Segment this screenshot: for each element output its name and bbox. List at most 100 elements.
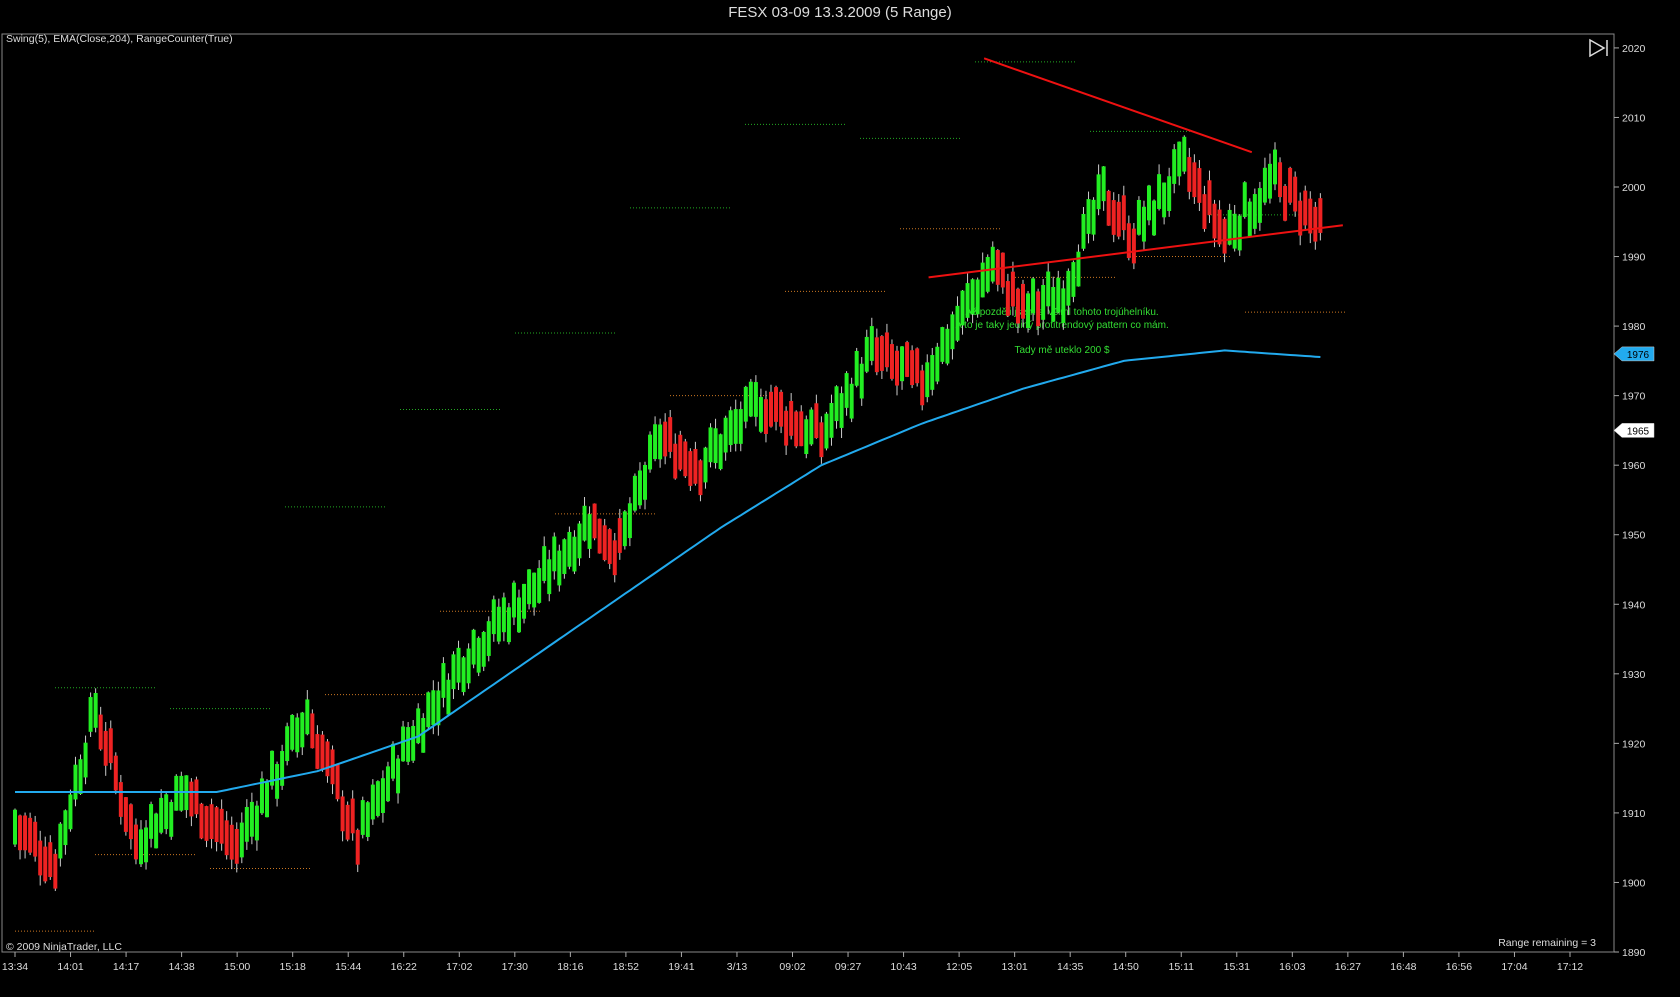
candle-up bbox=[839, 393, 844, 428]
candle-up bbox=[501, 597, 506, 633]
candle-down bbox=[38, 840, 43, 876]
candle-up bbox=[1031, 278, 1036, 314]
candle-up bbox=[88, 697, 93, 732]
x-tick-label: 19:41 bbox=[668, 961, 694, 973]
candle-up bbox=[945, 328, 950, 364]
candle-down bbox=[1288, 167, 1293, 203]
candle-down bbox=[597, 518, 602, 554]
candle-up bbox=[481, 631, 486, 667]
candle-up bbox=[1167, 176, 1172, 212]
candle-down bbox=[1278, 162, 1283, 198]
candle-up bbox=[960, 290, 965, 326]
candle-up bbox=[401, 726, 406, 762]
candle-up bbox=[869, 326, 874, 361]
candle-up bbox=[290, 714, 295, 750]
candle-down bbox=[18, 815, 23, 851]
candle-up bbox=[1091, 199, 1096, 235]
trendlines bbox=[928, 57, 1343, 279]
candle-up bbox=[1096, 174, 1101, 210]
candle-down bbox=[103, 730, 108, 766]
annotation-line-2: A to je taky jediný protitrendový patter… bbox=[955, 320, 1169, 331]
candle-up bbox=[542, 546, 547, 581]
plot-border bbox=[1, 33, 1615, 953]
candle-down bbox=[814, 403, 819, 439]
x-tick-label: 16:48 bbox=[1390, 961, 1416, 973]
candle-down bbox=[763, 399, 768, 434]
candle-down bbox=[673, 443, 678, 479]
candle-up bbox=[295, 717, 300, 753]
x-tick-label: 15:18 bbox=[280, 961, 306, 973]
candle-down bbox=[1207, 180, 1212, 216]
candle-up bbox=[1172, 149, 1177, 184]
candle-down bbox=[123, 797, 128, 832]
candle-down bbox=[108, 728, 113, 764]
candle-up bbox=[708, 427, 713, 463]
candle-down bbox=[920, 370, 925, 406]
candle-up bbox=[643, 464, 647, 500]
candle-up bbox=[285, 726, 290, 762]
candle-down bbox=[592, 503, 597, 539]
candle-up bbox=[154, 813, 159, 849]
x-tick-label: 17:02 bbox=[446, 961, 472, 973]
x-tick-label: 14:50 bbox=[1113, 961, 1139, 973]
candle-up bbox=[83, 742, 88, 778]
candle-down bbox=[43, 846, 48, 882]
candle-down bbox=[1303, 190, 1308, 226]
candle-down bbox=[995, 250, 1000, 285]
scroll-end-icon[interactable] bbox=[1589, 38, 1608, 58]
candle-up bbox=[13, 809, 17, 845]
candle-up bbox=[169, 801, 174, 837]
trendline-lower bbox=[928, 224, 1343, 279]
candle-up bbox=[239, 822, 244, 858]
candle-up bbox=[300, 712, 305, 748]
candle-up bbox=[280, 751, 285, 786]
candle-down bbox=[209, 804, 214, 840]
candle-up bbox=[1157, 174, 1162, 209]
candle-down bbox=[678, 434, 683, 470]
candle-up bbox=[658, 424, 663, 460]
candle-down bbox=[1036, 291, 1041, 327]
candle-down bbox=[28, 817, 33, 853]
candle-down bbox=[1283, 185, 1288, 221]
candle-down bbox=[1192, 162, 1197, 198]
candle-up bbox=[930, 355, 935, 390]
candle-down bbox=[779, 391, 784, 427]
x-tick-label: 17:30 bbox=[502, 961, 528, 973]
candle-down bbox=[693, 448, 698, 484]
x-tick-label: 14:17 bbox=[113, 961, 139, 973]
candle-up bbox=[718, 434, 723, 470]
ema-price-badge-shape bbox=[1613, 346, 1655, 362]
candle-up bbox=[834, 386, 839, 422]
candle-down bbox=[98, 714, 103, 750]
candle-up bbox=[174, 775, 179, 811]
candle-up bbox=[305, 699, 310, 735]
candle-up bbox=[1267, 163, 1272, 199]
candle-down bbox=[910, 350, 915, 386]
candle-up bbox=[1182, 136, 1187, 172]
candle-up bbox=[421, 717, 426, 753]
candle-up bbox=[365, 802, 370, 837]
ema-line bbox=[15, 349, 1321, 793]
candle-down bbox=[1000, 252, 1005, 288]
x-tick-label: 14:01 bbox=[57, 961, 83, 973]
candle-up bbox=[552, 536, 557, 572]
candle-down bbox=[340, 796, 345, 832]
x-tick-label: 13:01 bbox=[1002, 961, 1028, 973]
candle-up bbox=[244, 806, 249, 842]
chart-title: FESX 03-09 13.3.2009 (5 Range) bbox=[728, 4, 952, 21]
last-price-badge: 1965 bbox=[1613, 423, 1655, 438]
last-price-badge-shape bbox=[1613, 423, 1655, 438]
candle-up bbox=[648, 434, 653, 470]
candle-down bbox=[1126, 223, 1131, 259]
candle-up bbox=[446, 679, 451, 715]
candle-down bbox=[1111, 200, 1116, 235]
candle-up bbox=[567, 531, 572, 567]
candle-down bbox=[1298, 200, 1303, 236]
candle-up bbox=[517, 597, 521, 633]
candle-up bbox=[925, 362, 930, 398]
candle-up bbox=[950, 314, 955, 350]
candle-up bbox=[426, 692, 431, 728]
candle-up bbox=[1227, 209, 1232, 245]
candle-up bbox=[466, 648, 471, 684]
